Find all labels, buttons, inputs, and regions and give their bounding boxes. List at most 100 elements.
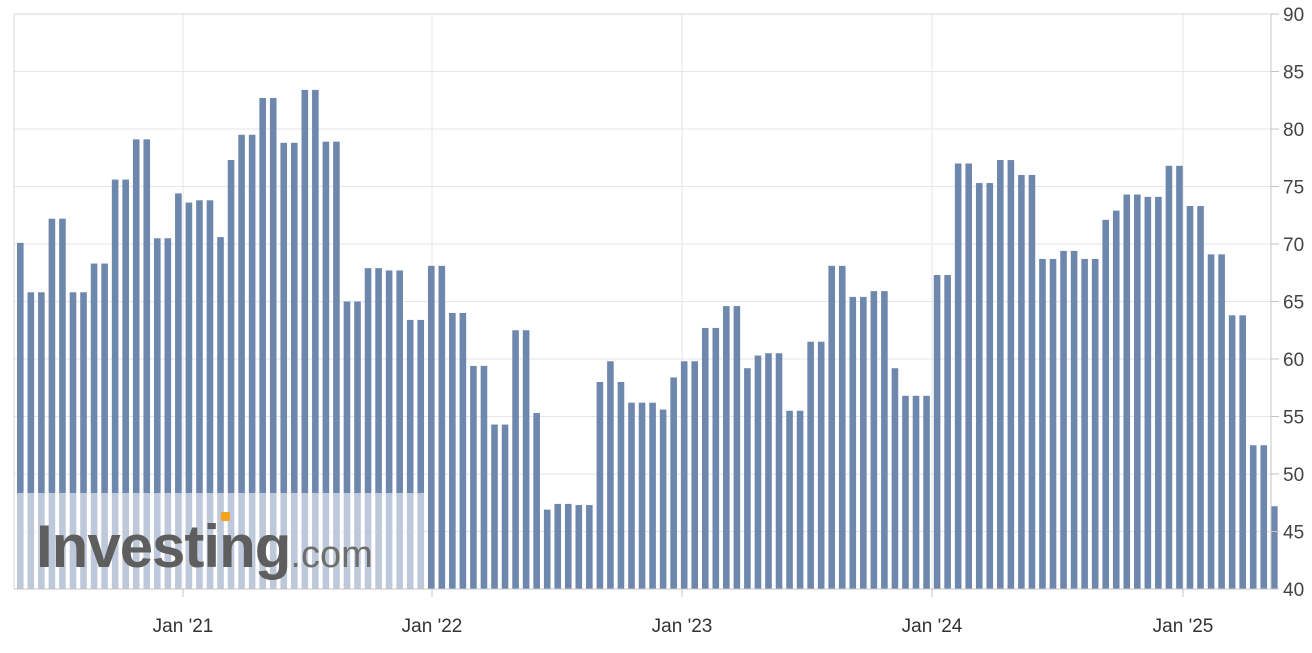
- bar: [807, 341, 814, 589]
- bar: [554, 503, 562, 589]
- y-tick-label: 50: [1283, 465, 1304, 486]
- bar: [849, 296, 857, 589]
- y-tick-label: 65: [1283, 293, 1304, 314]
- bar: [944, 275, 951, 589]
- bar: [111, 179, 119, 589]
- x-tick-label: Jan '21: [153, 616, 214, 637]
- x-tick-label: Jan '24: [902, 616, 963, 637]
- bar: [491, 424, 498, 589]
- bar: [965, 163, 973, 589]
- bar: [269, 97, 277, 589]
- bar: [27, 292, 35, 589]
- bar: [164, 238, 172, 589]
- bars: [17, 89, 1278, 590]
- bar: [733, 306, 741, 589]
- watermark-logo-suffix: .com: [290, 534, 372, 576]
- bar: [322, 141, 330, 589]
- y-tick-label: 45: [1283, 523, 1304, 544]
- bar: [1239, 315, 1246, 589]
- watermark-logo-main: Investing: [36, 513, 290, 580]
- bar: [217, 237, 224, 589]
- bar: [1176, 165, 1183, 590]
- bar: [470, 365, 477, 589]
- y-tick-label: 40: [1283, 580, 1304, 601]
- bar: [670, 377, 677, 589]
- bar: [449, 313, 456, 589]
- bar: [954, 163, 962, 589]
- bar: [975, 183, 983, 590]
- bar: [564, 503, 572, 589]
- bar: [881, 291, 888, 589]
- bar: [1112, 210, 1120, 589]
- bar: [385, 270, 393, 589]
- bar: [870, 291, 878, 589]
- bar: [427, 265, 435, 589]
- bar: [1123, 194, 1131, 590]
- bar: [480, 365, 488, 589]
- bar: [417, 319, 425, 589]
- bar: [828, 265, 836, 589]
- x-tick-label: Jan '22: [402, 616, 463, 637]
- bar: [312, 89, 319, 590]
- bar: [48, 218, 56, 589]
- bar: [227, 160, 235, 590]
- bar: [512, 330, 519, 589]
- bar: [1018, 175, 1025, 589]
- bar: [775, 353, 783, 589]
- bar: [1102, 219, 1109, 589]
- x-tick-label: Jan '23: [652, 616, 713, 637]
- bar: [596, 382, 604, 589]
- bar: [1155, 196, 1162, 589]
- bar: [406, 319, 414, 589]
- bar: [1207, 254, 1215, 589]
- bar: [143, 139, 151, 589]
- y-tick-label: 80: [1283, 120, 1304, 141]
- bar: [101, 263, 108, 589]
- bar: [196, 200, 203, 590]
- bar: [206, 200, 214, 590]
- bar: [238, 134, 245, 589]
- watermark-logo: Investing.com: [36, 513, 373, 580]
- bar: [723, 306, 730, 589]
- bar: [290, 142, 298, 590]
- bar: [438, 265, 446, 589]
- bar: [1007, 160, 1015, 590]
- bar: [744, 368, 751, 589]
- bar: [1271, 506, 1278, 589]
- bar: [396, 270, 403, 589]
- bar: [301, 89, 309, 590]
- bar: [354, 301, 361, 589]
- bar: [59, 218, 66, 589]
- bar: [1218, 254, 1225, 589]
- bar: [1228, 315, 1236, 589]
- bar: [1060, 250, 1067, 589]
- bar: [1197, 206, 1204, 590]
- watermark-accent-dot: [221, 512, 230, 521]
- bar: [607, 361, 614, 589]
- bar: [69, 292, 77, 589]
- bar: [153, 238, 161, 589]
- bar: [1144, 196, 1152, 589]
- bar: [659, 409, 667, 589]
- bar: [1165, 165, 1173, 590]
- bar: [765, 353, 772, 589]
- bar: [1049, 258, 1057, 589]
- bar: [649, 402, 656, 589]
- bar: [796, 410, 804, 589]
- bar: [185, 202, 193, 589]
- bar: [533, 413, 540, 589]
- bar: [122, 179, 129, 589]
- bar: [617, 382, 625, 589]
- bar: [628, 402, 635, 589]
- bar: [259, 97, 266, 589]
- bar: [80, 292, 87, 589]
- x-axis: Jan '21 Jan '22 Jan '23 Jan '24 Jan '25: [153, 589, 1213, 637]
- bar: [375, 268, 382, 589]
- y-tick-label: 85: [1283, 63, 1304, 84]
- bar: [754, 355, 762, 589]
- bar: [912, 395, 920, 589]
- bar: [132, 139, 140, 589]
- bar: [933, 275, 941, 589]
- y-tick-label: 60: [1283, 350, 1304, 371]
